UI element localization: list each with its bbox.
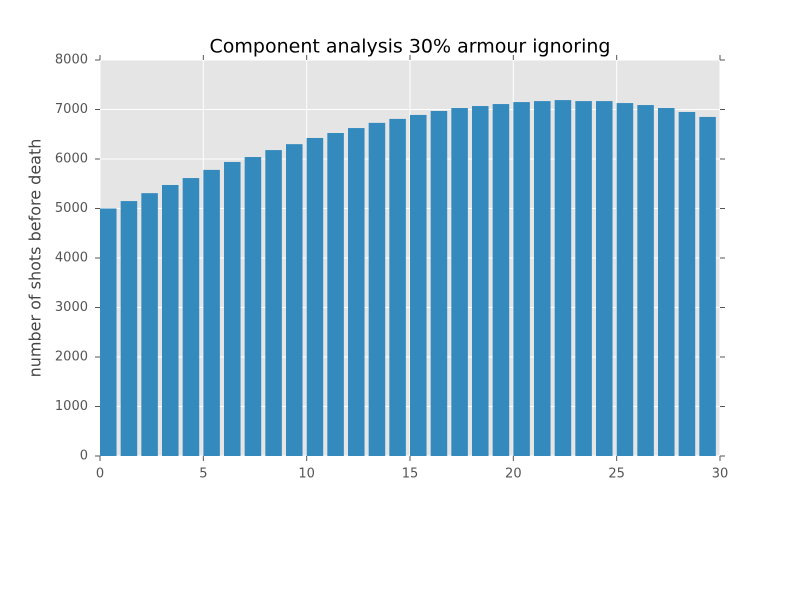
bar — [637, 105, 654, 457]
y-tick-label: 4000 — [55, 251, 88, 266]
y-axis-label: number of shots before death — [26, 139, 45, 378]
bar — [554, 100, 572, 456]
bar — [430, 110, 448, 457]
bar — [286, 144, 303, 456]
y-tick-label: 3000 — [55, 300, 88, 315]
bar — [534, 101, 551, 457]
bar — [265, 150, 282, 456]
y-tick-label: 8000 — [55, 53, 88, 68]
bar — [327, 133, 344, 456]
x-tick-label: 15 — [402, 467, 419, 482]
bar — [492, 104, 510, 457]
bar — [100, 208, 117, 456]
y-tick-label: 5000 — [55, 201, 88, 216]
bar — [306, 137, 324, 456]
y-tick-label: 0 — [80, 449, 88, 464]
bar — [472, 106, 489, 456]
y-tick-label: 1000 — [55, 399, 88, 414]
bar — [410, 114, 427, 456]
bar — [699, 116, 716, 457]
bar — [162, 184, 179, 457]
bar — [451, 108, 468, 456]
y-tick-label: 2000 — [55, 350, 88, 365]
bar — [658, 108, 675, 456]
y-tick-label: 7000 — [55, 102, 88, 117]
x-tick-label: 5 — [199, 467, 207, 482]
bar — [368, 122, 386, 457]
bar — [203, 169, 220, 456]
bar — [141, 193, 158, 456]
bar — [348, 128, 365, 456]
x-tick-label: 0 — [96, 467, 104, 482]
bar — [120, 201, 138, 456]
bar — [596, 101, 613, 457]
bars — [100, 100, 716, 457]
bar — [513, 102, 530, 456]
y-tick-label: 6000 — [55, 152, 88, 167]
x-tick-label: 25 — [608, 467, 625, 482]
x-tick-label: 10 — [298, 467, 315, 482]
bar — [575, 101, 592, 457]
bar — [616, 103, 634, 456]
x-tick-label: 30 — [712, 467, 729, 482]
chart-title: Component analysis 30% armour ignoring — [210, 36, 611, 58]
bar — [244, 157, 262, 456]
bar — [182, 178, 200, 456]
bar — [389, 118, 406, 456]
bar — [678, 111, 696, 456]
x-tick-label: 20 — [505, 467, 522, 482]
ticks: 0 1000 2000 3000 4000 5000 6000 7000 8000 0 5 10 15 2… — [55, 53, 728, 482]
bar — [224, 161, 241, 456]
